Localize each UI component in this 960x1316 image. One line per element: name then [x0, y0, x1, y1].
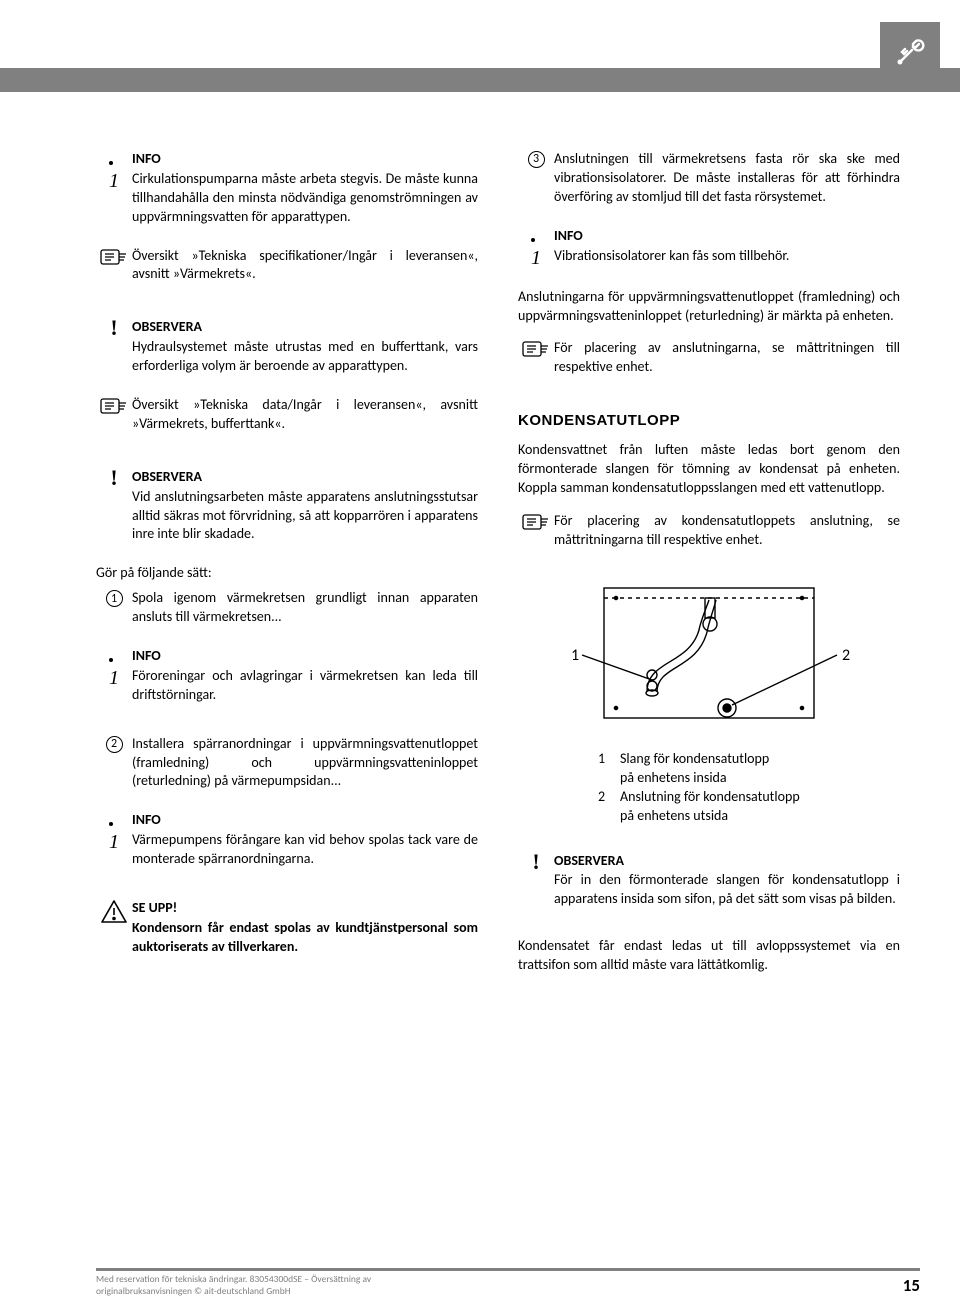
legend-text: på enhetens insida	[620, 769, 769, 788]
step-block: 2 Installera spärranordningar i uppvärmn…	[96, 735, 478, 792]
legend-text: Anslutning för kondensatutlopp	[620, 788, 800, 807]
observe-block: ! OBSERVERA Hydraulsystemet måste utrust…	[96, 318, 478, 376]
header-stripe	[0, 68, 960, 92]
info-title: INFO	[132, 811, 478, 830]
warning-block: SE UPP! Kondensorn får endast spolas av …	[96, 899, 478, 957]
hand-icon	[96, 396, 132, 434]
step-number-icon: 3	[528, 151, 545, 168]
warning-body: Kondensorn får endast spolas av kundtjän…	[132, 919, 478, 957]
legend-text: Slang för kondensatutlopp	[620, 750, 769, 769]
info-icon: 1	[109, 648, 119, 688]
observe-block: ! OBSERVERA Vid anslutningsarbeten måste…	[96, 468, 478, 545]
steps-intro: Gör på följande sätt:	[96, 564, 478, 583]
hand-icon	[518, 512, 554, 550]
info-title: INFO	[554, 227, 900, 246]
step-block: 3 Anslutningen till värmekretsens fasta …	[518, 150, 900, 207]
diagram-legend: 1 Slang för kondensatutlopp på enhetens …	[598, 750, 900, 826]
observe-body: För in den förmonterade slangen för kond…	[554, 871, 900, 909]
warning-title: SE UPP!	[132, 899, 478, 918]
observe-title: OBSERVERA	[554, 852, 900, 871]
reference-block: Översikt »Tekniska data/Ingår i leverans…	[96, 396, 478, 434]
reference-text: För placering av anslutningarna, se mått…	[554, 339, 900, 377]
page-footer: Med reservation för tekniska ändringar. …	[96, 1268, 920, 1298]
legend-text: på enhetens utsida	[620, 807, 800, 826]
reference-block: Översikt »Tekniska specifikationer/Ingår…	[96, 247, 478, 285]
right-column: 3 Anslutningen till värmekretsens fasta …	[518, 150, 900, 989]
left-column: 1 INFO Cirkulationspumparna måste arbeta…	[96, 150, 478, 989]
attention-icon: !	[110, 319, 117, 337]
info-icon: 1	[109, 812, 119, 852]
attention-icon: !	[532, 853, 539, 871]
step-text: Installera spärranordningar i uppvärmnin…	[132, 735, 478, 792]
section-heading: KONDENSATUTLOPP	[518, 411, 900, 431]
legend-row: 1 Slang för kondensatutlopp på enhetens …	[598, 750, 900, 788]
info-block: 1 INFO Värmepumpens förångare kan vid be…	[96, 811, 478, 869]
info-icon: 1	[109, 151, 119, 191]
hand-icon	[96, 247, 132, 285]
info-title: INFO	[132, 647, 478, 666]
step-block: 1 Spola igenom värmekretsen grundligt in…	[96, 589, 478, 627]
page-number: 15	[903, 1275, 920, 1298]
step-text: Spola igenom värmekretsen grundligt inna…	[132, 589, 478, 627]
reference-text: För placering av kondensatutloppets ansl…	[554, 512, 900, 550]
footer-text: Med reservation för tekniska ändringar. …	[96, 1274, 371, 1298]
reference-block: För placering av anslutningarna, se mått…	[518, 339, 900, 377]
observe-body: Hydraulsystemet måste utrustas med en bu…	[132, 338, 478, 376]
paragraph: Kondensatet får endast ledas ut till avl…	[518, 937, 900, 975]
observe-title: OBSERVERA	[132, 468, 478, 487]
step-number-icon: 1	[106, 590, 123, 607]
info-block: 1 INFO Cirkulationspumparna måste arbeta…	[96, 150, 478, 227]
reference-text: Översikt »Tekniska specifikationer/Ingår…	[132, 247, 478, 285]
diagram-label-1: 1	[571, 646, 579, 665]
reference-block: För placering av kondensatutloppets ansl…	[518, 512, 900, 550]
observe-body: Vid anslutningsarbeten måste apparatens …	[132, 488, 478, 545]
diagram-label-2: 2	[842, 646, 850, 665]
condensate-diagram: 1 2	[518, 580, 900, 730]
footer-line: originalbruksanvisningen © ait-deutschla…	[96, 1286, 371, 1298]
observe-block: ! OBSERVERA För in den förmonterade slan…	[518, 852, 900, 910]
observe-title: OBSERVERA	[132, 318, 478, 337]
info-block: 1 INFO Vibrationsisolatorer kan fås som …	[518, 227, 900, 268]
legend-number: 2	[598, 788, 620, 826]
wrench-icon	[894, 36, 926, 74]
tools-tab	[880, 22, 940, 92]
attention-icon: !	[110, 469, 117, 487]
reference-text: Översikt »Tekniska data/Ingår i leverans…	[132, 396, 478, 434]
info-icon: 1	[531, 228, 541, 268]
paragraph: Kondensvattnet från luften måste ledas b…	[518, 441, 900, 498]
warning-icon	[96, 899, 132, 957]
legend-number: 1	[598, 750, 620, 788]
legend-row: 2 Anslutning för kondensatutlopp på enhe…	[598, 788, 900, 826]
step-text: Anslutningen till värmekretsens fasta rö…	[554, 150, 900, 207]
info-title: INFO	[132, 150, 478, 169]
info-body: Föroreningar och avlagringar i värmekret…	[132, 667, 478, 705]
content-columns: 1 INFO Cirkulationspumparna måste arbeta…	[96, 150, 900, 989]
info-body: Värmepumpens förångare kan vid behov spo…	[132, 831, 478, 869]
info-body: Cirkulationspumparna måste arbeta stegvi…	[132, 170, 478, 227]
step-number-icon: 2	[106, 736, 123, 753]
paragraph: Anslutningarna för uppvärmningsvattenutl…	[518, 288, 900, 326]
info-body: Vibrationsisolatorer kan fås som tillbeh…	[554, 247, 900, 266]
info-block: 1 INFO Föroreningar och avlagringar i vä…	[96, 647, 478, 705]
hand-icon	[518, 339, 554, 377]
